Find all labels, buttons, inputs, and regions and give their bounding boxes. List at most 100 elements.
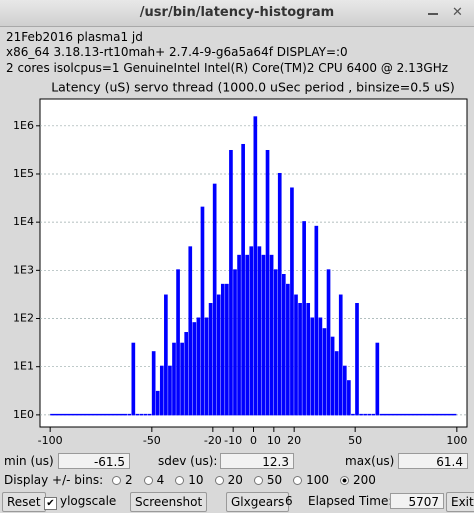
glxgears-count: 6 <box>285 494 293 508</box>
bins-radio[interactable]: 20 <box>214 473 243 487</box>
histogram-bar <box>155 390 160 416</box>
elapsed-label: Elapsed Time: <box>308 494 393 508</box>
radio-dot[interactable] <box>143 476 153 485</box>
histogram-bar <box>233 269 237 416</box>
histogram-bar <box>216 294 221 416</box>
radio-label: 4 <box>156 473 165 487</box>
histogram-bar <box>188 246 193 416</box>
x-tick-label: -20 <box>204 434 222 447</box>
info-line: 2 cores isolcpus=1 GenuineIntel Intel(R)… <box>6 61 449 75</box>
radio-label: 100 <box>306 473 330 487</box>
y-tick-label: 1E6 <box>13 119 34 132</box>
chart-title: Latency (uS) servo thread (1000.0 uSec p… <box>51 80 455 95</box>
screenshot-button[interactable]: Screenshot <box>130 492 208 512</box>
histogram-bar <box>229 149 233 416</box>
x-tick-label: 50 <box>348 434 362 447</box>
y-tick-label: 1E0 <box>13 408 34 421</box>
max-label: max(us) <box>345 454 395 468</box>
histogram-bar <box>135 413 140 416</box>
radio-label: 20 <box>227 473 243 487</box>
radio-label: 200 <box>353 473 376 487</box>
x-tick-label: 0 <box>250 434 257 447</box>
checkbox-box[interactable]: ✔ <box>44 497 57 510</box>
histogram-bar <box>147 413 152 416</box>
histogram-bar <box>237 254 241 416</box>
glxgears-button[interactable]: Glxgears <box>226 492 290 512</box>
histogram-bar <box>310 317 315 416</box>
y-tick-label: 1E1 <box>13 360 34 373</box>
y-tick-label: 1E3 <box>13 263 34 276</box>
elapsed-value: 5707 <box>390 493 444 509</box>
histogram-bar <box>172 342 176 416</box>
bins-radio[interactable]: 50 <box>253 473 283 487</box>
histogram-bar <box>273 269 278 416</box>
histogram-bar <box>355 303 359 416</box>
histogram-bar <box>261 254 266 416</box>
radio-label: 2 <box>125 473 133 487</box>
radio-dot[interactable] <box>214 476 224 485</box>
minimize-button[interactable] <box>428 13 438 15</box>
histogram-bar <box>241 143 245 416</box>
histogram-bar <box>347 380 351 416</box>
bins-radio[interactable]: 2 <box>112 473 133 487</box>
histogram-bar <box>208 303 213 416</box>
info-line: x86_64 3.18.13-rt10mah+ 2.7.4-9-g6a5a64f… <box>6 45 348 59</box>
histogram-bar <box>168 365 172 416</box>
histogram-bar <box>151 351 156 416</box>
bins-radio-group: 2 4 10 20 50 100 200 <box>112 473 387 487</box>
histogram-bar <box>196 317 201 416</box>
ylogscale-checkbox[interactable]: ✔ ylogscale <box>44 494 116 510</box>
window-title: /usr/bin/latency-histogram <box>139 5 335 20</box>
histogram-bar <box>131 342 136 416</box>
exit-button[interactable]: Exit <box>446 492 474 512</box>
radio-dot[interactable] <box>175 476 185 485</box>
x-tick-label: 100 <box>446 434 467 447</box>
sdev-label: sdev (us): <box>158 454 218 468</box>
radio-label: 50 <box>266 473 283 487</box>
min-value: -61.5 <box>58 453 130 469</box>
histogram-bar <box>220 283 225 416</box>
histogram-bar <box>143 413 148 416</box>
histogram-bar <box>342 365 347 416</box>
histogram-bar <box>277 172 282 416</box>
y-tick-label: 1E2 <box>13 312 34 325</box>
checkbox-label: ylogscale <box>60 494 117 508</box>
histogram-bar <box>351 413 355 416</box>
x-tick-label: -100 <box>38 434 63 447</box>
histogram-bar <box>269 254 274 416</box>
histogram-bar <box>375 342 380 416</box>
histogram-bar <box>192 322 197 416</box>
histogram-bar <box>281 274 286 416</box>
x-tick-label: -10 <box>224 434 242 447</box>
histogram-bar <box>127 413 132 416</box>
title-bar <box>0 0 474 27</box>
close-button[interactable]: ✕ <box>452 5 463 20</box>
radio-dot[interactable] <box>293 476 303 485</box>
histogram-bar <box>225 283 229 416</box>
histogram-bar <box>204 317 209 416</box>
x-tick-label: 20 <box>287 434 301 447</box>
x-tick-label: 10 <box>267 434 281 447</box>
histogram-bar <box>314 225 319 416</box>
info-line: 21Feb2016 plasma1 jd <box>6 30 143 44</box>
y-tick-label: 1E4 <box>13 215 34 228</box>
radio-dot[interactable] <box>340 476 350 485</box>
bins-radio[interactable]: 100 <box>293 473 329 487</box>
histogram-bar <box>367 413 372 416</box>
histogram-bar <box>50 413 128 416</box>
radio-dot[interactable] <box>253 476 263 485</box>
bins-radio[interactable]: 4 <box>143 473 165 487</box>
max-value: 61.4 <box>398 453 468 469</box>
histogram-bar <box>245 254 250 416</box>
histogram-bar <box>286 283 290 416</box>
bins-radio[interactable]: 200 <box>340 473 376 487</box>
histogram-bar <box>180 342 184 416</box>
radio-dot[interactable] <box>112 476 121 485</box>
histogram-bar <box>164 294 168 416</box>
histogram-bar <box>257 246 262 416</box>
y-tick-label: 1E5 <box>13 167 34 180</box>
reset-button[interactable]: Reset <box>2 492 46 512</box>
bins-radio[interactable]: 10 <box>175 473 204 487</box>
histogram-bar <box>334 351 339 416</box>
